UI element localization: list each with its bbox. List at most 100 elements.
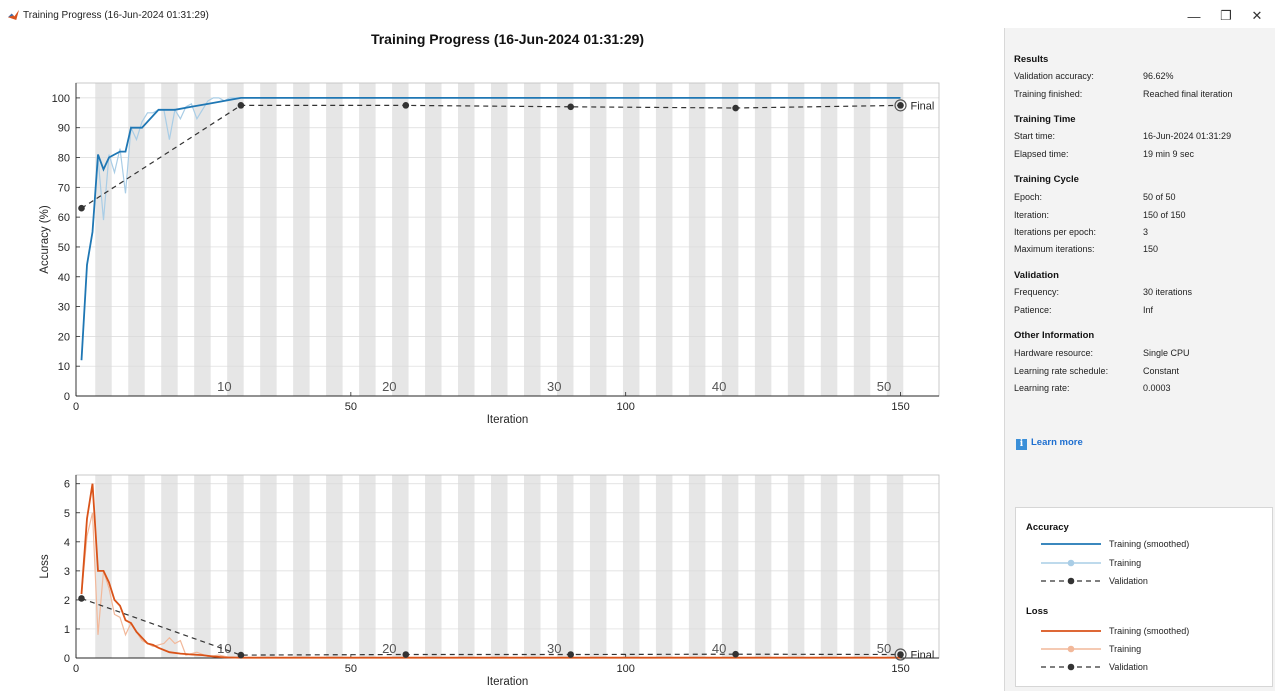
loss-epoch-band: [655, 475, 673, 658]
accuracy-epoch-band: [688, 83, 706, 396]
restore-button[interactable]: ❐: [1220, 8, 1232, 23]
accuracy-epoch-label: 40: [712, 379, 726, 394]
accuracy-validation-point: [78, 204, 85, 212]
loss-epoch-band: [128, 475, 145, 658]
legend-loss-training-swatch: [1041, 645, 1101, 653]
learning-rate-schedule-label: Learning rate schedule:: [1014, 366, 1109, 376]
accuracy-epoch-band: [622, 83, 640, 396]
accuracy-x-tick-label: 0: [73, 401, 79, 413]
loss-epoch-band: [491, 475, 508, 658]
legend-loss-smoothed-label: Training (smoothed): [1109, 626, 1190, 636]
accuracy-y-tick-label: 70: [58, 182, 70, 194]
loss-y-tick-label: 5: [64, 508, 70, 520]
loss-x-tick-label: 50: [345, 663, 357, 675]
accuracy-epoch-band: [392, 83, 409, 396]
loss-epoch-band: [754, 475, 772, 658]
loss-y-tick-label: 1: [64, 624, 70, 636]
accuracy-x-tick-label: 100: [617, 401, 635, 413]
accuracy-epoch-band: [853, 83, 871, 396]
loss-x-tick-label: 0: [73, 663, 79, 675]
close-button[interactable]: ✕: [1251, 8, 1263, 23]
loss-validation-point: [402, 651, 410, 658]
window-titlebar: Training Progress (16-Jun-2024 01:31:29)…: [0, 0, 1275, 28]
minimize-button[interactable]: —: [1187, 8, 1201, 24]
learning-rate-label: Learning rate:: [1014, 383, 1070, 393]
legend-accuracy-smoothed-swatch: [1041, 543, 1101, 545]
epoch-value: 50 of 50: [1143, 192, 1176, 202]
elapsed-time-value: 19 min 9 sec: [1143, 149, 1195, 159]
accuracy-epoch-band: [227, 83, 244, 396]
accuracy-y-tick-label: 100: [52, 93, 70, 105]
loss-validation-line: [81, 597, 901, 656]
loss-training-smoothed-line: [80, 483, 901, 659]
loss-epoch-band: [523, 475, 541, 658]
loss-x-axis-label: Iteration: [487, 676, 529, 688]
accuracy-epoch-band: [721, 83, 739, 396]
iterations-per-epoch-label: Iterations per epoch:: [1014, 227, 1097, 237]
accuracy-epoch-band: [820, 83, 838, 396]
epoch-label: Epoch:: [1014, 192, 1043, 202]
accuracy-y-axis-label: Accuracy (%): [39, 205, 51, 274]
accuracy-epoch-band: [655, 83, 673, 396]
loss-epoch-band: [556, 475, 574, 658]
loss-epoch-band: [260, 475, 277, 658]
iterations-per-epoch-value: 3: [1143, 227, 1149, 237]
learn-more-label: Learn more: [1031, 437, 1083, 448]
loss-y-tick-label: 0: [64, 653, 70, 665]
start-time-label: Start time:: [1014, 131, 1056, 141]
maximum-iterations-label: Maximum iterations:: [1014, 244, 1095, 254]
loss-validation-point: [567, 651, 575, 658]
loss-epoch-band: [359, 475, 376, 658]
iteration-label: Iteration:: [1014, 210, 1050, 220]
accuracy-epoch-band: [293, 83, 310, 396]
accuracy-final-marker: [894, 99, 907, 112]
accuracy-epoch-label: 20: [382, 379, 396, 394]
legend-loss-validation-swatch: [1041, 663, 1101, 671]
legend-accuracy-validation-swatch: [1041, 577, 1101, 585]
learn-more-link[interactable]: i Learn more: [1016, 437, 1083, 450]
loss-final-marker: [894, 648, 907, 661]
start-time-value: 16-Jun-2024 01:31:29: [1143, 131, 1232, 141]
accuracy-y-tick-label: 50: [58, 242, 70, 254]
legend-accuracy-training-swatch: [1041, 559, 1101, 567]
elapsed-time-label: Elapsed time:: [1014, 149, 1069, 159]
loss-final-label: Final: [911, 650, 935, 662]
accuracy-epoch-label: 10: [217, 379, 231, 394]
accuracy-epoch-band: [161, 83, 178, 396]
validation-accuracy-value: 96.62%: [1143, 71, 1174, 81]
hardware-resource-value: Single CPU: [1143, 348, 1190, 358]
accuracy-epoch-band: [260, 83, 277, 396]
accuracy-validation-point: [567, 103, 575, 111]
training-finished-value: Reached final iteration: [1143, 89, 1233, 99]
accuracy-epoch-band: [754, 83, 772, 396]
validation-section-title: Validation: [1014, 270, 1059, 281]
training-plots: Training Progress (16-Jun-2024 01:31:29)…: [39, 31, 940, 688]
accuracy-y-tick-label: 0: [64, 391, 70, 403]
legend-panel: Accuracy Training (smoothed) Training Va…: [1015, 507, 1273, 687]
loss-epoch-band: [194, 475, 211, 658]
accuracy-y-tick-label: 40: [58, 272, 70, 284]
accuracy-validation-point: [732, 104, 739, 112]
loss-epoch-band: [787, 475, 805, 658]
loss-epoch-label: 40: [712, 641, 726, 656]
info-icon: i: [1016, 439, 1027, 450]
accuracy-epoch-band: [425, 83, 442, 396]
chart-title: Training Progress (16-Jun-2024 01:31:29): [371, 31, 644, 47]
validation-accuracy-label: Validation accuracy:: [1014, 71, 1094, 81]
accuracy-epoch-band: [491, 83, 508, 396]
legend-accuracy-validation-label: Validation: [1109, 576, 1148, 586]
accuracy-y-tick-label: 80: [58, 153, 70, 165]
loss-epoch-label: 50: [877, 641, 891, 656]
accuracy-validation-point: [897, 102, 904, 109]
frequency-label: Frequency:: [1014, 287, 1060, 297]
accuracy-epoch-band: [128, 83, 145, 396]
accuracy-epoch-band: [787, 83, 805, 396]
accuracy-validation-point: [237, 102, 245, 109]
loss-epoch-label: 20: [382, 641, 396, 656]
loss-validation-point: [732, 650, 739, 658]
loss-epoch-band: [721, 475, 739, 658]
iteration-value: 150 of 150: [1143, 210, 1186, 220]
legend-accuracy-smoothed-label: Training (smoothed): [1109, 539, 1190, 549]
loss-validation-point: [78, 595, 85, 602]
loss-epoch-band: [293, 475, 310, 658]
